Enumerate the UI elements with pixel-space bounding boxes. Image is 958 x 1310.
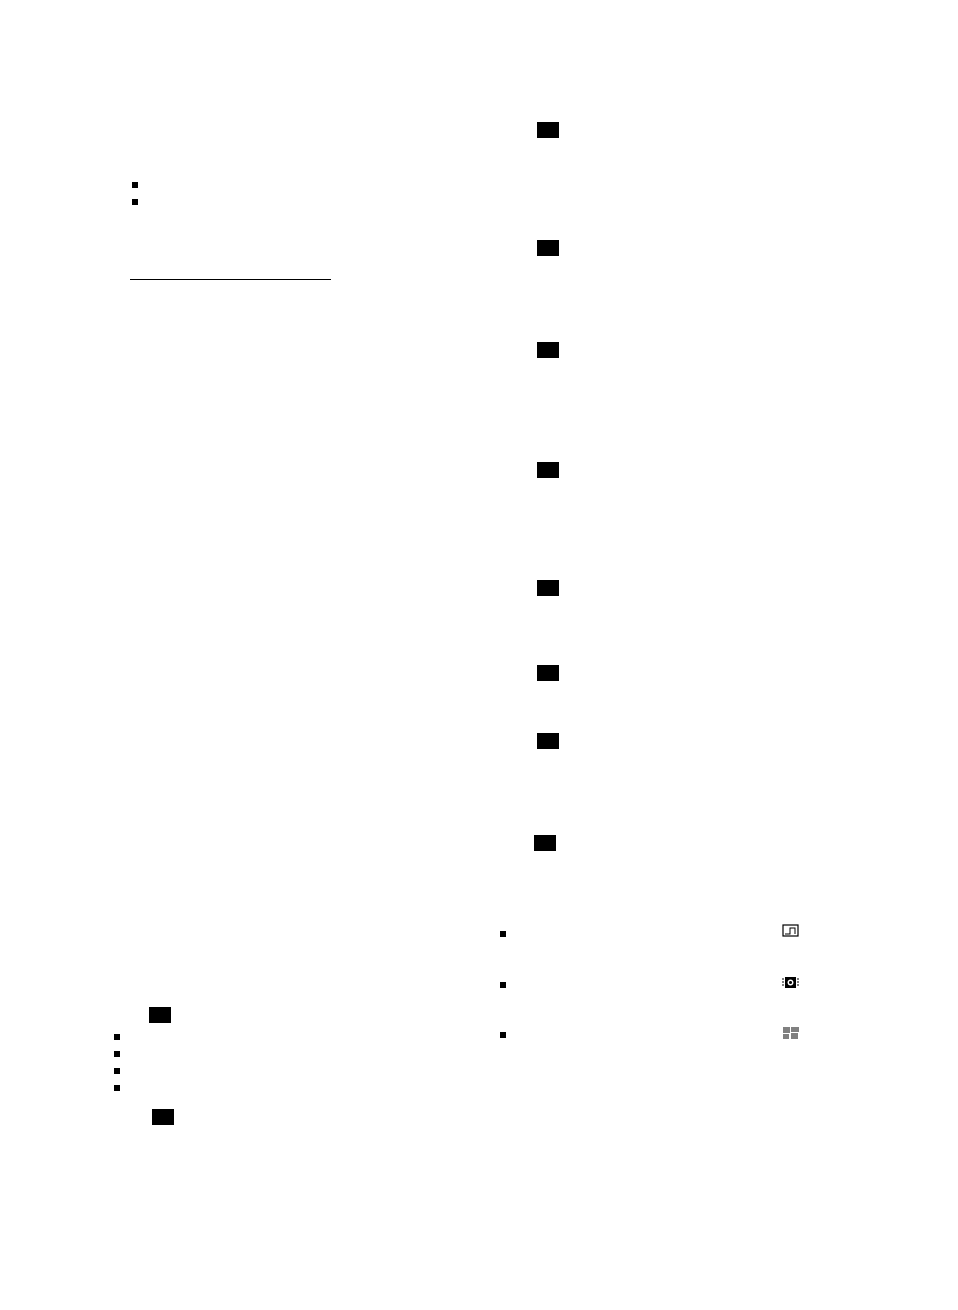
redacted-block (537, 240, 559, 256)
redacted-block (152, 1109, 174, 1125)
redacted-block (537, 122, 559, 138)
list-bullet (500, 982, 506, 988)
redacted-block (537, 342, 559, 358)
list-bullet (114, 1034, 120, 1040)
redacted-block (537, 462, 559, 478)
list-bullet (114, 1051, 120, 1057)
list-bullet (114, 1068, 120, 1074)
chart-step-icon (782, 924, 799, 937)
list-bullet (500, 1032, 506, 1038)
divider-line (130, 279, 331, 280)
redacted-block (534, 835, 556, 851)
redacted-block (149, 1007, 171, 1023)
redacted-block (537, 733, 559, 749)
list-bullet (132, 182, 138, 188)
redacted-block (537, 580, 559, 596)
redacted-block (537, 665, 559, 681)
list-bullet (114, 1085, 120, 1091)
pattern-grid-icon (783, 1027, 799, 1039)
list-bullet (132, 199, 138, 205)
chip-icon (782, 977, 799, 988)
list-bullet (500, 931, 506, 937)
